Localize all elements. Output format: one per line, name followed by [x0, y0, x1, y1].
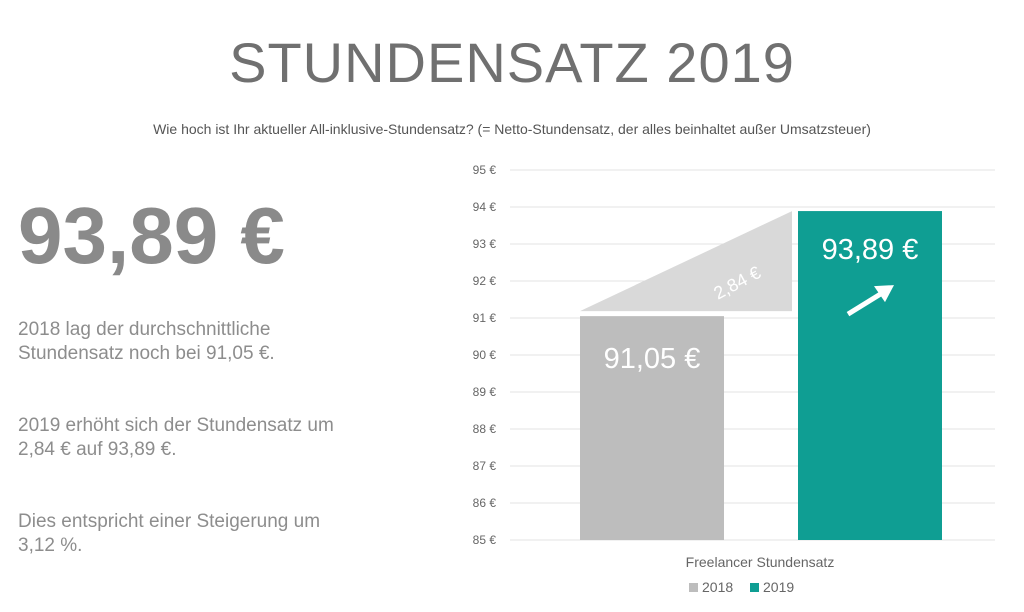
hourly-rate-chart: 85 € 86 € 87 € 88 € 89 € 90 € 91 € 92 € 93 € 94 €… [473, 163, 995, 595]
legend-label-2019: 2019 [763, 579, 794, 595]
summary-paragraph-growth: Dies entspricht einer Steigerung um 3,12… [18, 511, 321, 556]
y-tick-label: 92 € [473, 274, 497, 288]
difference-wedge [580, 211, 792, 312]
y-tick-label: 91 € [473, 311, 497, 325]
y-tick-label: 88 € [473, 422, 497, 436]
data-label-2018: 91,05 € [604, 343, 701, 375]
arrow-up-icon [874, 285, 894, 303]
y-tick-label: 89 € [473, 385, 497, 399]
bar-2019 [798, 211, 942, 540]
y-tick-label: 94 € [473, 200, 497, 214]
y-tick-label: 85 € [473, 533, 497, 547]
bar-2018 [580, 316, 724, 540]
legend-swatch-2018 [689, 583, 698, 592]
page-subtitle: Wie hoch ist Ihr aktueller All-inklusive… [153, 121, 871, 137]
y-tick-label: 95 € [473, 163, 497, 177]
summary-paragraph-increase: 2019 erhöht sich der Stundensatz um 2,84… [18, 415, 334, 460]
page-title: STUNDENSATZ 2019 [229, 31, 795, 94]
summary-paragraph-2018: 2018 lag der durchschnittliche Stundensa… [18, 319, 275, 364]
y-tick-label: 93 € [473, 237, 497, 251]
y-tick-label: 90 € [473, 348, 497, 362]
x-category-label: Freelancer Stundensatz [686, 554, 835, 570]
data-label-2019: 93,89 € [822, 234, 919, 266]
legend-label-2018: 2018 [702, 579, 733, 595]
y-tick-label: 87 € [473, 459, 497, 473]
y-tick-label: 86 € [473, 496, 497, 510]
headline-value: 93,89 € [18, 191, 285, 280]
arrow-up-icon [846, 290, 884, 317]
legend-swatch-2019 [750, 583, 759, 592]
